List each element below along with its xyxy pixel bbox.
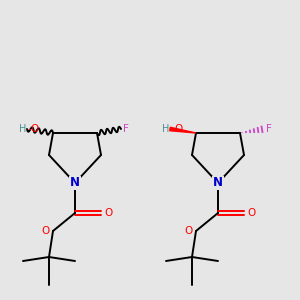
Text: -O: -O xyxy=(171,124,183,134)
Text: -O: -O xyxy=(28,124,40,134)
Text: O: O xyxy=(247,208,255,218)
Text: F: F xyxy=(266,124,272,134)
Text: F: F xyxy=(123,124,129,134)
Text: H: H xyxy=(162,124,169,134)
Text: H: H xyxy=(19,124,26,134)
Polygon shape xyxy=(170,127,196,133)
Text: O: O xyxy=(185,226,193,236)
Text: O: O xyxy=(104,208,112,218)
Text: N: N xyxy=(70,176,80,190)
Text: N: N xyxy=(213,176,223,190)
Text: O: O xyxy=(42,226,50,236)
